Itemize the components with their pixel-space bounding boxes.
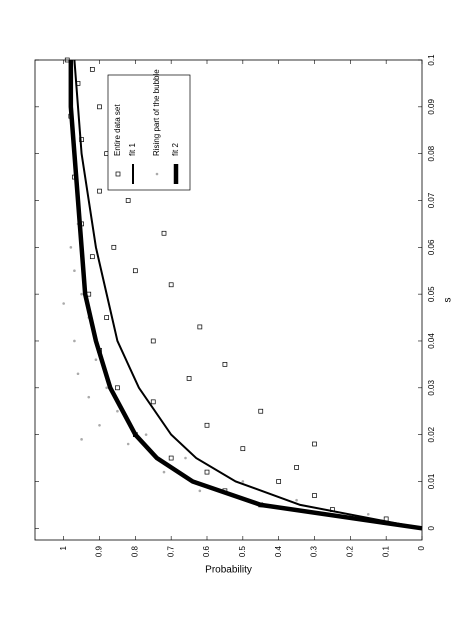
y-tick-label: 0.8	[130, 545, 139, 557]
data-point	[98, 423, 101, 427]
data-point	[312, 441, 317, 447]
data-point	[150, 399, 156, 405]
data-point	[312, 493, 317, 498]
y-tick-label: 0.9	[95, 545, 104, 557]
y-tick-label: 0	[417, 545, 426, 550]
plot-frame: 0 0.01 0.02 0.03 0.04 0.05 0.06 0.07 0.08 0.09 0.1…	[34, 54, 454, 576]
data-point	[125, 198, 131, 203]
data-point	[186, 376, 192, 381]
data-point	[155, 172, 159, 176]
data-point	[241, 480, 245, 483]
x-tick-label: 0.05	[427, 286, 436, 302]
legend-box	[107, 74, 191, 191]
data-point	[295, 498, 298, 502]
fit-line	[68, 60, 423, 531]
x-axis-label: s	[443, 298, 454, 303]
y-tick-label: 0.2	[345, 545, 354, 557]
data-point	[94, 358, 98, 362]
data-point	[126, 442, 130, 446]
legend-label: Entire data set	[113, 104, 122, 156]
data-point	[204, 469, 210, 475]
data-point	[204, 422, 210, 428]
y-tick-label: 0.4	[274, 545, 283, 557]
x-tick-label: 0	[427, 526, 436, 531]
data-point	[162, 470, 166, 474]
data-point	[62, 302, 65, 305]
x-tick-label: 0.1	[427, 54, 436, 66]
plot-border	[34, 59, 423, 541]
data-point	[97, 188, 102, 194]
y-tick-label: 0.5	[238, 545, 247, 557]
x-tick-label: 0.04	[427, 333, 436, 349]
data-point	[240, 446, 246, 452]
y-tick-label: 0.1	[381, 545, 390, 557]
x-tick-label: 0.07	[427, 192, 436, 208]
legend-label: fit 2	[171, 143, 180, 156]
data-point	[104, 315, 110, 320]
data-point	[184, 456, 187, 460]
data-point	[111, 244, 117, 250]
data-point	[294, 465, 299, 470]
y-tick-label: 1	[59, 545, 68, 550]
data-point	[80, 438, 83, 441]
data-point	[97, 104, 102, 110]
y-tick-label: 0.6	[202, 545, 211, 557]
data-point	[168, 282, 174, 288]
data-point	[197, 324, 203, 330]
data-point	[258, 408, 264, 414]
data-point	[115, 385, 120, 391]
data-point	[150, 338, 156, 344]
legend-label: Rising part of the bubble	[152, 69, 161, 156]
x-tick-label: 0.01	[427, 473, 436, 489]
x-tick-label: 0.09	[427, 98, 436, 114]
data-point	[73, 269, 76, 273]
data-point	[198, 489, 202, 493]
data-point	[222, 362, 228, 367]
data-point	[89, 254, 95, 260]
data-point	[115, 171, 121, 177]
data-point	[69, 246, 73, 249]
y-axis-label: Probability	[205, 565, 252, 576]
data-point	[132, 268, 138, 274]
data-point	[73, 339, 76, 343]
fit-line	[73, 59, 423, 530]
y-tick-label: 0.3	[310, 545, 319, 557]
x-tick-label: 0.06	[427, 239, 436, 255]
data-point	[76, 372, 80, 376]
data-point	[80, 292, 83, 296]
x-tick-label: 0.03	[427, 379, 436, 395]
data-point	[116, 409, 119, 413]
data-point	[161, 230, 167, 236]
x-tick-label: 0.02	[427, 426, 436, 442]
data-point	[89, 67, 95, 72]
x-tick-label: 0.08	[427, 145, 436, 161]
data-point	[276, 479, 282, 484]
data-point	[105, 386, 108, 390]
data-point	[168, 455, 174, 461]
y-tick-label: 0.7	[166, 545, 175, 557]
legend-label: fit 1	[128, 143, 137, 156]
data-point	[87, 395, 91, 399]
data-point	[144, 433, 148, 436]
data-point	[366, 512, 370, 516]
